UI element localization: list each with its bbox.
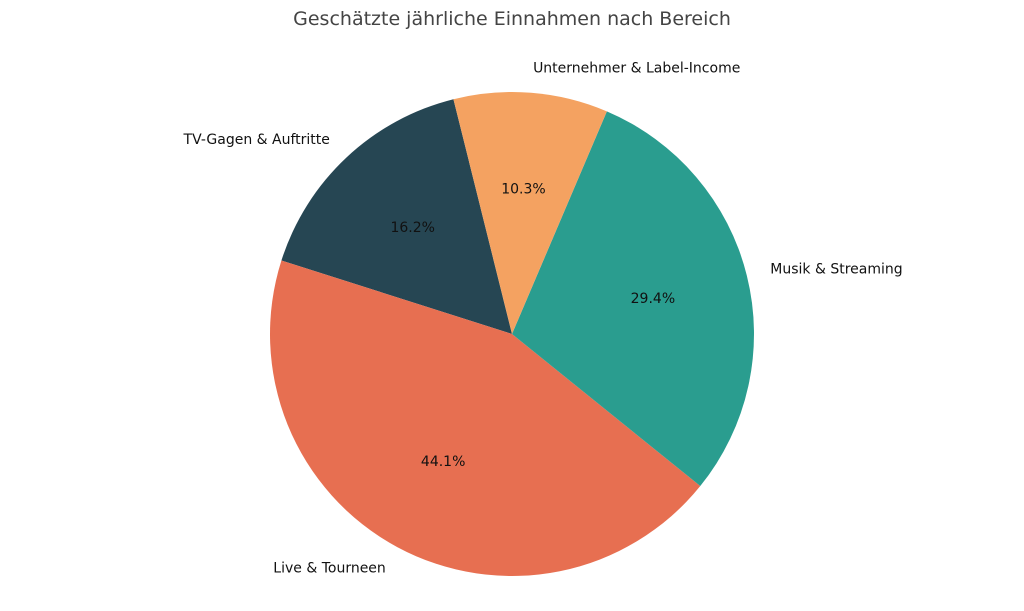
slice-label-live-tourneen: Live & Tourneen: [273, 560, 386, 576]
pie-slice-musik-streaming: [512, 111, 754, 487]
pie-slice-tv-gagen-auftritte: [281, 99, 512, 334]
slice-label-musik-streaming: Musik & Streaming: [770, 262, 902, 278]
slice-percent-live-tourneen: 44.1%: [421, 454, 465, 470]
slice-percent-unternehmer-label-income: 10.3%: [501, 181, 545, 197]
slice-label-tv-gagen-auftritte: TV-Gagen & Auftritte: [183, 132, 330, 148]
slice-percent-tv-gagen-auftritte: 16.2%: [390, 220, 434, 236]
chart-title: Geschätzte jährliche Einnahmen nach Bere…: [293, 8, 731, 30]
slice-label-unternehmer-label-income: Unternehmer & Label-Income: [533, 61, 740, 77]
slice-percent-musik-streaming: 29.4%: [631, 291, 675, 307]
pie-slice-live-tourneen: [269, 260, 701, 576]
pie-slices: [269, 91, 754, 576]
pie-labels: TV-Gagen & Auftritte 16.2% Live & Tourneen…: [183, 61, 903, 577]
pie-slice-unternehmer-label-income: [453, 91, 607, 334]
